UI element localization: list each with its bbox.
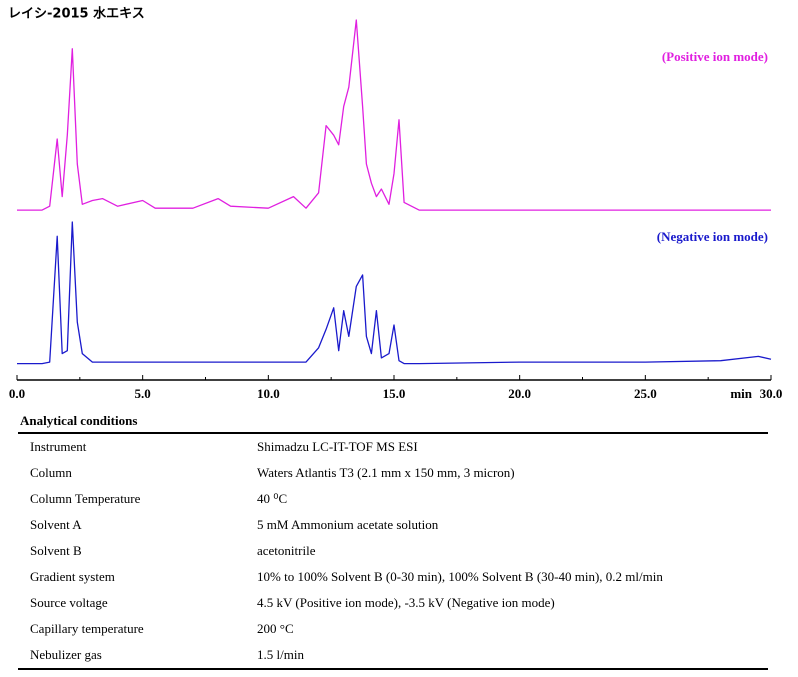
setting: 200 °C (257, 621, 294, 636)
table-row: Capillary temperature 200 °C (18, 616, 768, 642)
setting: Shimadzu LC-IT-TOF MS ESI (257, 439, 418, 454)
legend-label: (Negative ion mode) (657, 229, 768, 244)
parameter: Source voltage (30, 595, 108, 610)
table-row: Solvent A 5 mM Ammonium acetate solution (18, 512, 768, 538)
setting: 1.5 l/min (257, 647, 304, 662)
setting: 10% to 100% Solvent B (0-30 min), 100% S… (257, 569, 663, 584)
x-tick-label: 10.0 (257, 386, 280, 401)
parameter: Column Temperature (30, 491, 141, 506)
x-tick-label: 0.0 (9, 386, 25, 401)
x-axis-label: min (730, 386, 752, 401)
x-tick-label: 20.0 (508, 386, 531, 401)
table-row: Source voltage 4.5 kV (Positive ion mode)… (18, 590, 768, 616)
setting: 4.5 kV (Positive ion mode), -3.5 kV (Neg… (257, 595, 555, 610)
table-title: Analytical conditions (20, 413, 138, 428)
trace (17, 221, 772, 365)
legend-label: (Positive ion mode) (662, 49, 768, 64)
conditions-table: Analytical conditions Instrument Shimadzu… (18, 410, 768, 670)
parameter: Column (30, 465, 72, 480)
parameter: Gradient system (30, 569, 115, 584)
x-tick-label: 5.0 (135, 386, 151, 401)
table-row: Nebulizer gas 1.5 l/min (18, 642, 768, 669)
table: Instrument Shimadzu LC-IT-TOF MS ESI Colum… (18, 432, 768, 670)
setting: 40 ⁰C (257, 491, 288, 506)
parameter: Solvent A (30, 517, 82, 532)
table-row: Instrument Shimadzu LC-IT-TOF MS ESI (18, 433, 768, 460)
table-row: Column Waters Atlantis T3 (2.1 mm x 150 m… (18, 460, 768, 486)
x-tick-label: 25.0 (634, 386, 657, 401)
parameter: Nebulizer gas (30, 647, 102, 662)
parameter: Solvent B (30, 543, 82, 558)
table-row: Gradient system 10% to 100% Solvent B (0-… (18, 564, 768, 590)
x-tick-label: 15.0 (383, 386, 406, 401)
table-row: Column Temperature 40 ⁰C (18, 486, 768, 512)
setting: 5 mM Ammonium acetate solution (257, 517, 439, 532)
setting: Waters Atlantis T3 (2.1 mm x 150 mm, 3 m… (257, 465, 515, 480)
table-row: Solvent B acetonitrile (18, 538, 768, 564)
trace (17, 19, 771, 211)
x-tick-label: 30.0 (760, 386, 783, 401)
chart-title: レイシ-2015 水エキス (8, 6, 145, 22)
parameter: Capillary temperature (30, 621, 144, 636)
parameter: Instrument (30, 439, 87, 454)
chart: レイシ-2015 水エキス min 0.0 5.0 10.0 15.0 20.0 25.0… (8, 6, 783, 401)
setting: acetonitrile (257, 543, 316, 558)
